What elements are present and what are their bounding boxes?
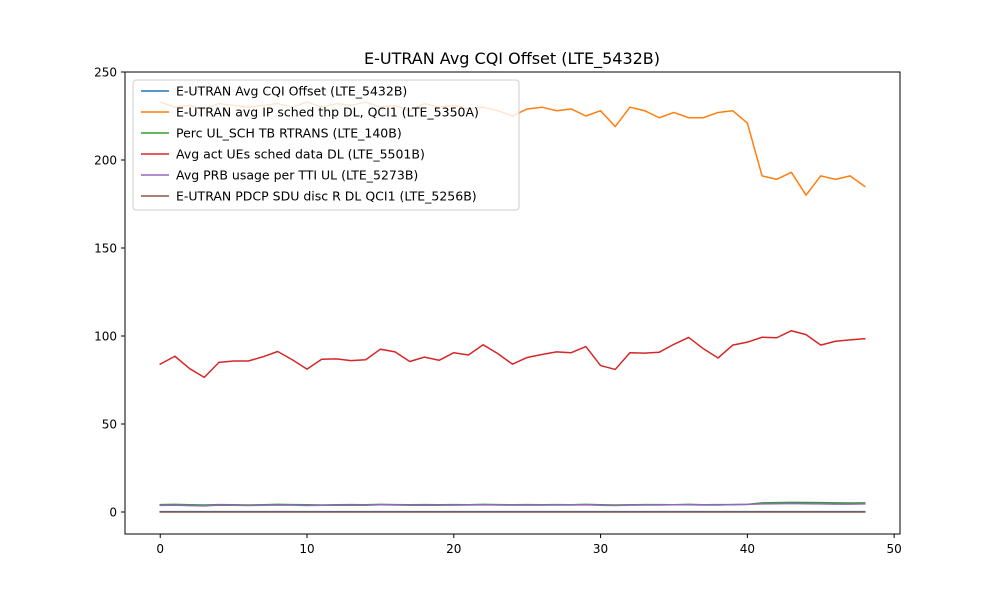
y-tick-label: 50: [102, 418, 117, 432]
y-tick-label: 150: [94, 242, 117, 256]
y-tick-label: 0: [109, 506, 117, 520]
x-tick-label: 0: [156, 542, 164, 556]
x-tick-label: 30: [593, 542, 608, 556]
legend-label: E-UTRAN Avg CQI Offset (LTE_5432B): [176, 84, 407, 99]
legend-label: E-UTRAN avg IP sched thp DL, QCI1 (LTE_5…: [176, 105, 479, 120]
x-tick-label: 20: [446, 542, 461, 556]
x-tick-label: 10: [299, 542, 314, 556]
plot-area: 0 10 20 30 40 50 0 50 100 150 200 250 E-UTRAN Avg CQ…: [94, 66, 902, 557]
series-line-4: [159, 502, 866, 507]
legend-label: Avg PRB usage per TTI UL (LTE_5273B): [176, 168, 418, 183]
x-tick-label: 50: [886, 542, 901, 556]
y-tick-label: 200: [94, 154, 117, 168]
legend-label: Perc UL_SCH TB RTRANS (LTE_140B): [176, 126, 402, 141]
x-tick-label: 40: [740, 542, 755, 556]
legend-box: [132, 79, 520, 211]
axes-frame: [124, 71, 901, 535]
legend-label: Avg act UEs sched data DL (LTE_5501B): [176, 147, 425, 162]
chart-title: E-UTRAN Avg CQI Offset (LTE_5432B): [364, 49, 660, 69]
legend: E-UTRAN Avg CQI Offset (LTE_5432B) E-UTRA…: [132, 79, 520, 211]
legend-label: E-UTRAN PDCP SDU disc R DL QCI1 (LTE_525…: [176, 189, 477, 204]
y-tick-label: 100: [94, 330, 117, 344]
series-line-3: [159, 329, 866, 379]
y-tick-label: 250: [94, 66, 117, 80]
